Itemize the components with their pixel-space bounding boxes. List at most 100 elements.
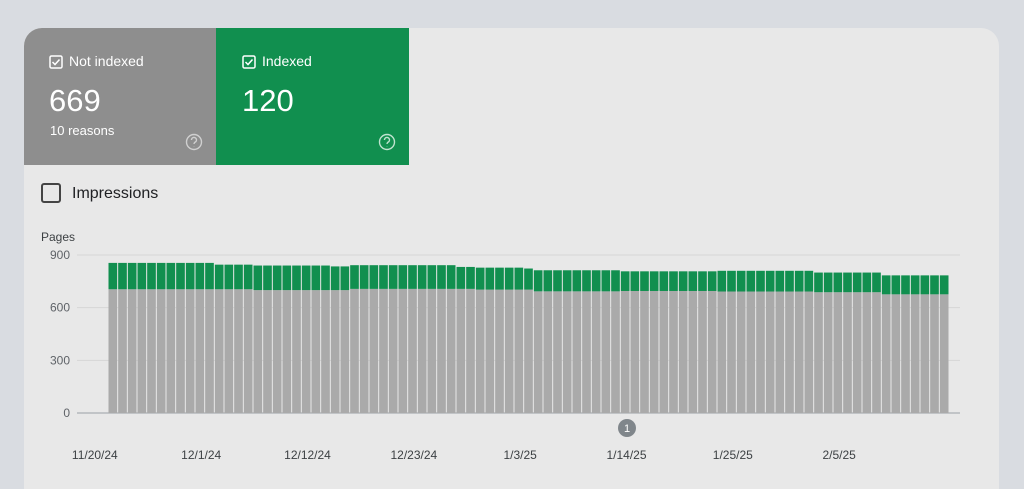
bar-segment <box>292 290 301 413</box>
bar-segment <box>582 291 591 413</box>
bar-segment <box>611 270 620 292</box>
bar-segment <box>939 275 949 295</box>
bar-segment <box>427 288 437 413</box>
bar-segment <box>243 264 253 290</box>
bar-segment <box>485 267 495 290</box>
help-glyph <box>383 136 391 147</box>
bar-segment <box>359 288 369 413</box>
bar-segment <box>495 267 504 290</box>
bar-segment <box>176 262 185 290</box>
bar-segment <box>756 291 765 413</box>
y-tick-label: 300 <box>50 353 70 367</box>
bar-segment <box>717 291 727 413</box>
bar-segment <box>195 289 205 413</box>
bar-segment <box>340 290 350 413</box>
checkbox[interactable] <box>242 55 256 69</box>
check-icon <box>51 58 61 66</box>
x-tick-label: 12/1/24 <box>181 448 221 462</box>
bar-segment <box>156 289 166 413</box>
bar-segment <box>823 272 833 293</box>
bar-segment <box>804 291 814 413</box>
x-tick-label: 1/14/25 <box>606 448 646 462</box>
bar-segment <box>504 289 514 413</box>
bar-segment <box>495 289 504 413</box>
bar-segment <box>234 289 243 413</box>
bar-segment <box>408 265 417 289</box>
card-value: 120 <box>242 83 294 118</box>
bar-segment <box>669 271 678 291</box>
bar-segment <box>794 270 804 292</box>
bar-segment <box>901 294 910 413</box>
bar-segment <box>765 270 775 292</box>
indexed-card[interactable] <box>216 28 409 165</box>
bar-segment <box>379 265 388 289</box>
card-subtitle: 10 reasons <box>50 123 115 138</box>
annotation-label: 1 <box>624 423 630 435</box>
y-tick-label: 0 <box>63 406 70 420</box>
bar-segment <box>475 289 485 413</box>
bar-segment <box>127 289 137 413</box>
bar-segment <box>727 270 736 292</box>
bar-segment <box>166 289 176 413</box>
bar-segment <box>562 270 572 292</box>
card-value: 669 <box>49 83 101 118</box>
bar-segment <box>736 270 746 292</box>
bar-segment <box>640 271 649 291</box>
bar-segment <box>176 289 185 413</box>
bar-segment <box>872 272 881 293</box>
bar-segment <box>263 265 272 291</box>
y-tick-label: 900 <box>50 248 70 262</box>
bar-segment <box>417 288 427 413</box>
bar-segment <box>137 289 147 413</box>
bar-segment <box>814 292 823 413</box>
bar-segment <box>688 271 698 291</box>
bar-segment <box>388 265 398 289</box>
bar-segment <box>736 291 746 413</box>
bar-segment <box>669 290 678 413</box>
bar-segment <box>794 291 804 413</box>
checkbox[interactable] <box>41 183 61 203</box>
bar-segment <box>234 264 243 290</box>
bar-segment <box>321 265 330 291</box>
bar-segment <box>688 290 698 413</box>
bar-segment <box>253 265 263 291</box>
bar-segment <box>852 272 862 293</box>
bar-segment <box>369 265 379 289</box>
bar-segment <box>727 291 736 413</box>
bar-segment <box>504 267 514 290</box>
bar-segment <box>340 266 350 291</box>
checkbox[interactable] <box>49 55 63 69</box>
check-icon <box>244 58 254 66</box>
bar-segment <box>649 290 659 413</box>
bar-segment <box>543 291 553 413</box>
bar-segment <box>417 265 427 289</box>
help-icon[interactable] <box>378 133 396 151</box>
bar-segment <box>205 289 214 413</box>
bar-segment <box>398 288 408 413</box>
not-indexed-card[interactable] <box>24 28 216 165</box>
bar-segment <box>456 266 466 289</box>
help-glyph <box>190 136 198 147</box>
bar-segment <box>833 292 843 413</box>
bar-segment <box>833 272 843 293</box>
bar-segment <box>524 268 533 290</box>
bar-segment <box>746 291 756 413</box>
toggle-label[interactable]: Impressions <box>72 185 158 202</box>
bar-segment <box>785 270 794 292</box>
bar-segment <box>108 262 118 290</box>
bar-segment <box>620 290 630 413</box>
bar-segment <box>446 265 456 289</box>
bar-segment <box>620 271 630 291</box>
x-tick-label: 1/25/25 <box>713 448 753 462</box>
bar-segment <box>350 265 359 289</box>
bar-segment <box>823 292 833 413</box>
bar-segment <box>263 290 272 413</box>
help-icon[interactable] <box>185 133 203 151</box>
bar-segment <box>118 289 127 413</box>
bar-segment <box>630 271 640 291</box>
bar-segment <box>147 289 156 413</box>
annotation-marker <box>618 419 636 437</box>
bar-segment <box>321 290 330 413</box>
bar-segment <box>475 267 485 290</box>
